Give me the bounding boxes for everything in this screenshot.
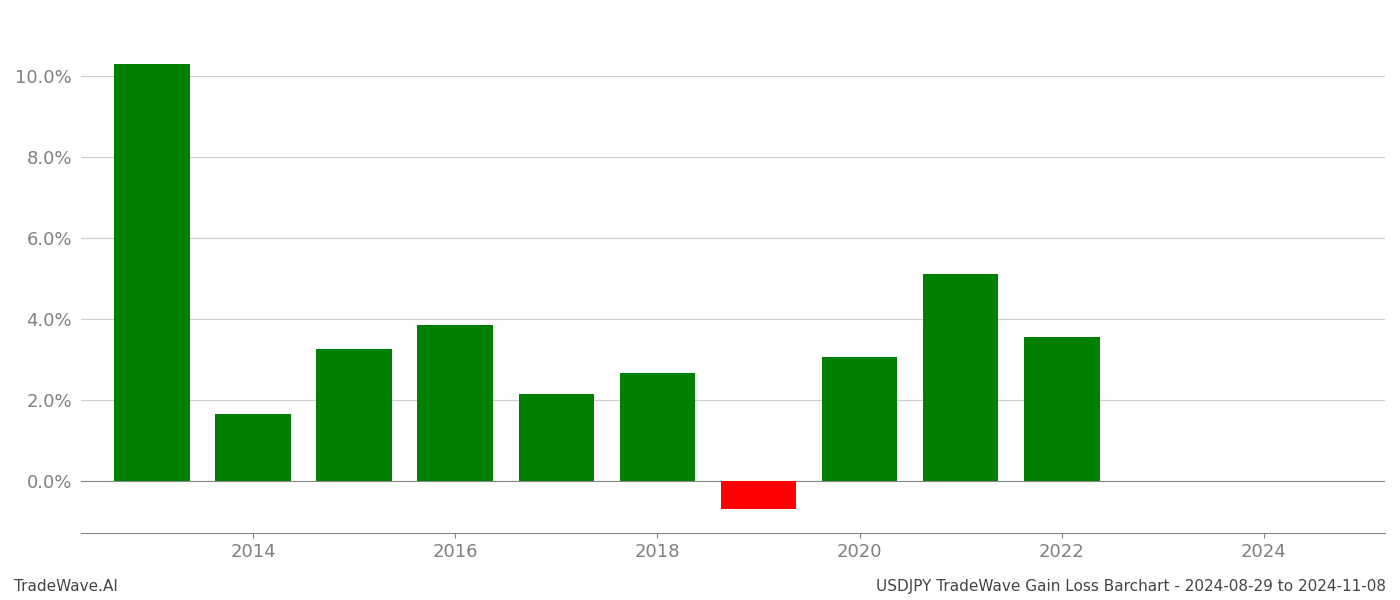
- Bar: [620, 373, 696, 481]
- Bar: [518, 394, 594, 481]
- Bar: [822, 357, 897, 481]
- Text: USDJPY TradeWave Gain Loss Barchart - 2024-08-29 to 2024-11-08: USDJPY TradeWave Gain Loss Barchart - 20…: [876, 579, 1386, 594]
- Bar: [417, 325, 493, 481]
- Bar: [316, 349, 392, 481]
- Bar: [1023, 337, 1099, 481]
- Bar: [216, 414, 291, 481]
- Bar: [115, 64, 190, 481]
- Bar: [721, 481, 797, 509]
- Text: TradeWave.AI: TradeWave.AI: [14, 579, 118, 594]
- Bar: [923, 274, 998, 481]
